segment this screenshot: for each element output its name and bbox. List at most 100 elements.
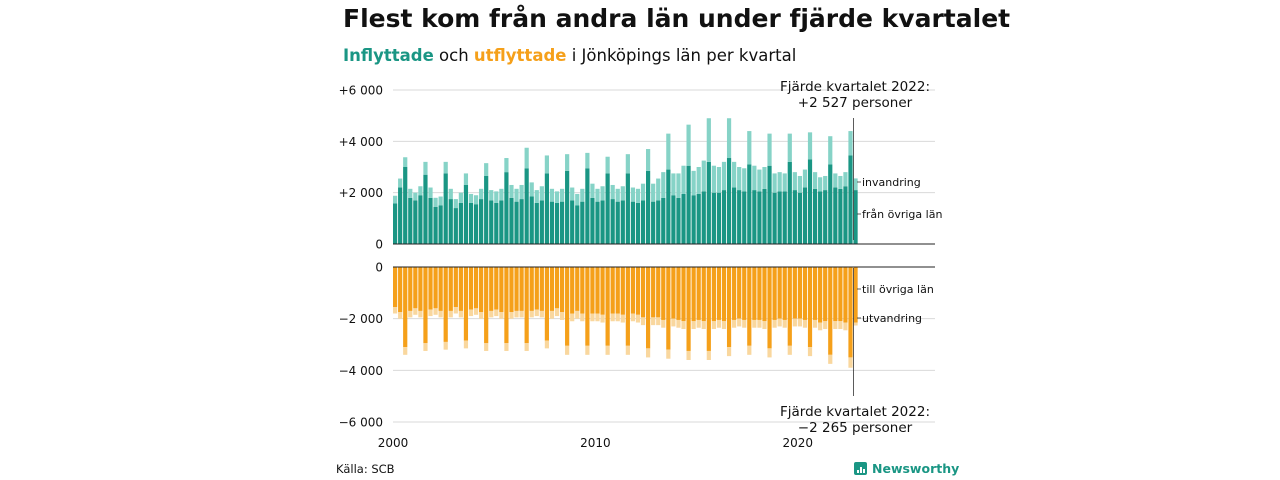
- bar-inrikes-in: [438, 205, 443, 244]
- bar-invandring: [448, 188, 453, 200]
- bar-inrikes-out: [646, 267, 651, 349]
- bar-utvandring: [473, 308, 479, 315]
- bar-utvandring: [686, 350, 691, 360]
- bar-utvandring: [615, 313, 620, 322]
- bar-inrikes-out: [671, 267, 676, 319]
- bar-inrikes-in: [554, 202, 560, 244]
- bar-utvandring: [772, 319, 777, 328]
- bar-utvandring: [489, 310, 494, 318]
- bar-invandring: [453, 199, 458, 209]
- bar-inrikes-out: [802, 267, 808, 320]
- bar-utvandring: [666, 349, 671, 359]
- bar-inrikes-in: [509, 197, 514, 244]
- bar-invandring: [509, 184, 514, 198]
- bar-inrikes-in: [812, 188, 818, 244]
- bar-inrikes-in: [833, 187, 838, 244]
- bar-invandring: [792, 172, 797, 191]
- bar-inrikes-out: [843, 267, 848, 323]
- bar-invandring: [570, 187, 575, 201]
- bar-utvandring: [646, 348, 651, 358]
- bar-inrikes-out: [519, 267, 524, 311]
- bar-inrikes-in: [807, 159, 813, 244]
- annotation-bottom-value: −2 265 personer: [798, 420, 913, 436]
- bar-utvandring: [848, 357, 853, 368]
- bar-utvandring: [484, 343, 489, 351]
- bar-inrikes-out: [732, 267, 737, 320]
- bar-inrikes-out: [812, 267, 818, 320]
- bar-utvandring: [443, 341, 448, 350]
- bar-inrikes-in: [742, 191, 747, 244]
- bar-invandring: [418, 186, 423, 196]
- bar-inrikes-out: [610, 267, 615, 314]
- bar-utvandring: [812, 319, 818, 328]
- bar-invandring: [428, 187, 433, 198]
- bar-invandring: [747, 131, 752, 165]
- bar-invandring: [640, 183, 646, 201]
- bar-utvandring: [747, 345, 752, 355]
- bar-inrikes-out: [544, 267, 549, 341]
- bar-utvandring: [549, 310, 555, 319]
- bar-invandring: [413, 192, 418, 201]
- bar-inrikes-out: [403, 267, 408, 348]
- bar-inrikes-in: [519, 199, 524, 244]
- bar-invandring: [757, 169, 762, 192]
- bar-inrikes-in: [494, 202, 499, 244]
- bar-inrikes-out: [433, 267, 438, 309]
- bar-inrikes-out: [529, 267, 534, 311]
- bar-inrikes-out: [823, 267, 828, 322]
- bar-inrikes-in: [828, 164, 833, 244]
- bar-invandring: [484, 163, 489, 176]
- bar-invandring: [544, 155, 549, 174]
- bar-inrikes-in: [595, 201, 600, 244]
- bar-invandring: [554, 191, 560, 203]
- bar-inrikes-in: [853, 190, 858, 244]
- bar-inrikes-out: [580, 267, 585, 314]
- bar-inrikes-out: [828, 267, 833, 355]
- bar-utvandring: [494, 309, 499, 317]
- bar-invandring: [524, 147, 529, 169]
- bar-invandring: [706, 118, 711, 162]
- bar-inrikes-in: [559, 201, 565, 244]
- bar-invandring: [848, 131, 853, 156]
- x-tick-label: 2010: [580, 436, 611, 450]
- bar-inrikes-in: [575, 205, 580, 244]
- bar-inrikes-in: [534, 202, 539, 244]
- bar-invandring: [686, 124, 691, 166]
- bar-utvandring: [524, 343, 529, 351]
- newsworthy-logo[interactable]: Newsworthy: [854, 461, 959, 476]
- bar-invandring: [656, 178, 661, 201]
- bar-utvandring: [843, 322, 848, 331]
- y-tick-label-top: +2 000: [339, 186, 383, 200]
- bar-utvandring: [448, 310, 453, 318]
- series-label: från övriga län: [862, 208, 942, 221]
- bar-invandring: [529, 182, 534, 197]
- bar-inrikes-out: [787, 267, 792, 346]
- bar-invandring: [696, 167, 701, 194]
- bar-invandring: [721, 161, 727, 191]
- series-label: utvandring: [862, 312, 922, 325]
- bar-invandring: [393, 195, 398, 204]
- bar-utvandring: [762, 321, 767, 329]
- bar-inrikes-out: [726, 267, 732, 348]
- bar-invandring: [549, 188, 555, 202]
- bar-invandring: [559, 188, 565, 202]
- bar-invandring: [716, 167, 722, 193]
- bar-inrikes-in: [428, 197, 433, 244]
- bar-utvandring: [676, 319, 681, 328]
- bar-inrikes-out: [625, 267, 630, 346]
- bar-inrikes-in: [413, 200, 418, 244]
- bar-inrikes-in: [610, 199, 615, 244]
- bar-utvandring: [534, 309, 539, 317]
- bar-invandring: [489, 190, 494, 201]
- chart-subtitle: Inflyttade och utflyttade i Jönköpings l…: [343, 46, 796, 65]
- bar-invandring: [853, 178, 858, 191]
- bar-inrikes-in: [615, 201, 620, 244]
- bar-inrikes-out: [575, 267, 580, 311]
- bar-invandring: [438, 196, 443, 206]
- bar-inrikes-out: [782, 267, 787, 320]
- bar-inrikes-out: [443, 267, 448, 342]
- bar-inrikes-in: [504, 172, 509, 244]
- bar-utvandring: [565, 345, 570, 355]
- bar-invandring: [691, 170, 696, 196]
